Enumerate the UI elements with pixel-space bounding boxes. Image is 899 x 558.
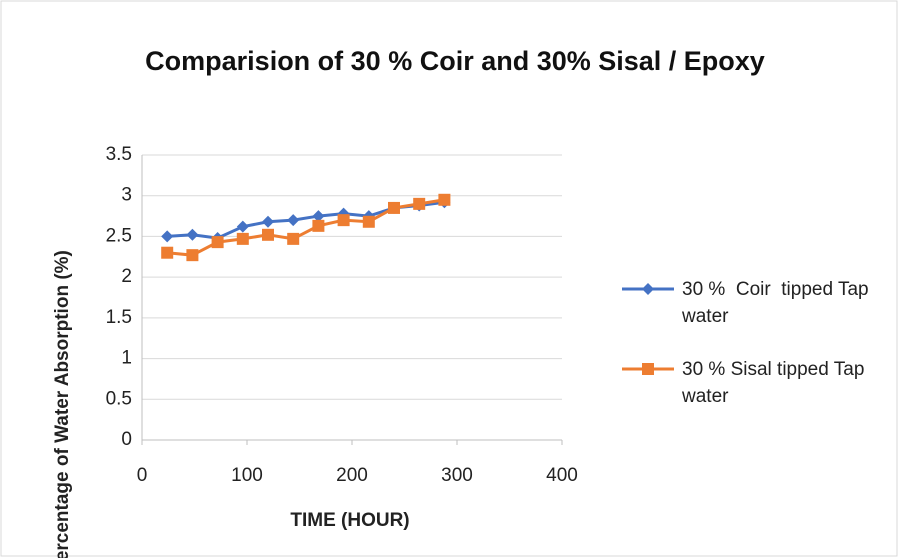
marker <box>312 219 325 232</box>
y-tick-label: 2 <box>121 266 132 287</box>
marker <box>337 214 350 227</box>
x-tick-label: 0 <box>137 465 148 486</box>
marker <box>413 197 426 210</box>
chart-title: Comparision of 30 % Coir and 30% Sisal /… <box>145 46 765 76</box>
marker <box>438 193 451 206</box>
marker <box>161 230 174 243</box>
marker <box>287 214 300 227</box>
y-tick-label: 1.5 <box>106 307 132 328</box>
y-tick-label: 0 <box>121 429 132 450</box>
x-tick-label: 200 <box>336 465 368 486</box>
marker <box>211 236 224 249</box>
marker <box>642 363 654 375</box>
marker <box>186 249 199 262</box>
marker <box>161 246 174 259</box>
marker <box>388 201 400 214</box>
marker <box>236 232 249 245</box>
y-axis-title: Percentage of Water Absorption (%) <box>52 250 73 558</box>
marker <box>236 220 249 233</box>
y-tick-label: 3.5 <box>106 144 132 165</box>
y-tick-label: 3 <box>121 185 132 206</box>
y-tick-label: 0.5 <box>106 388 132 409</box>
marker <box>642 283 654 295</box>
legend-label: 30 % Sisal tipped Tap water <box>682 359 870 407</box>
x-axis-title: TIME (HOUR) <box>290 510 409 531</box>
x-tick-label: 300 <box>441 465 473 486</box>
marker <box>287 232 300 245</box>
legend-label: 30 % Coir tipped Tap water <box>682 279 874 327</box>
y-tick-label: 1 <box>121 348 132 369</box>
marker <box>362 215 375 228</box>
x-tick-label: 100 <box>231 465 263 486</box>
marker <box>312 210 325 223</box>
x-tick-label: 400 <box>546 465 578 486</box>
y-tick-label: 2.5 <box>106 225 132 246</box>
marker <box>262 215 274 228</box>
marker <box>262 228 274 241</box>
marker <box>186 228 199 241</box>
